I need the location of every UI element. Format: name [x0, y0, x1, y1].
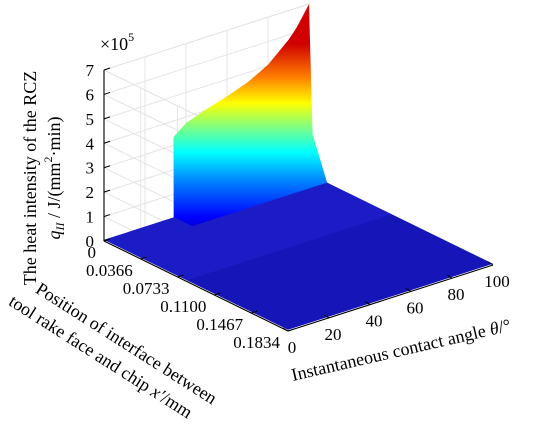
- x-prime-tick-label: 0: [88, 243, 97, 262]
- theta-tick-label: 60: [407, 298, 424, 317]
- x-prime-tick-label: 0.0733: [123, 279, 170, 298]
- theta-tick-label: 20: [325, 325, 342, 344]
- z-tick-label: 5: [86, 110, 95, 129]
- z-tick-label: 7: [86, 61, 95, 80]
- x-prime-tick-mark: [214, 292, 221, 296]
- y-axis-title: Position of interface between tool rake …: [5, 278, 220, 422]
- x-prime-tick-label: 0.0366: [86, 261, 133, 280]
- z-tick-mark: [103, 91, 111, 95]
- x-prime-tick-mark: [103, 238, 111, 242]
- surface-ridge-flank: [191, 4, 328, 227]
- theta-tick-label: 0: [288, 338, 297, 357]
- z-multiplier: ×105: [100, 30, 134, 54]
- z-tick-label: 2: [86, 183, 95, 202]
- z-axis-title-line1: The heat intensity of the RCZ: [20, 71, 40, 285]
- surface-ridge: [173, 4, 328, 227]
- z-tick-label: 0: [86, 232, 95, 251]
- theta-tick-label: 40: [366, 312, 383, 331]
- x-prime-tick-mark: [140, 256, 147, 260]
- z-tick-label: 3: [86, 159, 95, 178]
- theta-tick-mark: [405, 287, 412, 292]
- theta-tick-mark: [487, 261, 494, 266]
- surface-floor-shade: [104, 173, 392, 281]
- z-tick-mark: [103, 116, 111, 120]
- z-tick-label: 1: [86, 208, 95, 227]
- theta-tick-label: 100: [484, 272, 510, 291]
- theta-tick-mark: [282, 327, 289, 332]
- axis-lines: [103, 70, 494, 332]
- theta-tick-label: 80: [448, 285, 465, 304]
- x-axis-title-text: Instantaneous contact angle θ/°: [289, 315, 512, 385]
- z-axis-title: The heat intensity of the RCZ qII / J/(m…: [20, 71, 67, 285]
- z-tick-mark: [103, 165, 111, 169]
- x-prime-tick-mark: [287, 328, 295, 332]
- x-prime-tick-mark: [177, 274, 184, 278]
- x-tick-labels: 0 20 40 60 80 100: [282, 261, 510, 357]
- z-tick-labels: 0 1 2 3 4 5 6 7: [86, 61, 111, 251]
- z-tick-mark: [103, 189, 111, 193]
- theta-tick-mark: [364, 301, 371, 306]
- z-axis-title-line2: qII / J/(mm2·min): [41, 116, 67, 239]
- x-prime-tick-label: 0.1100: [160, 297, 206, 316]
- z-tick-mark: [103, 214, 111, 218]
- z-tick-mark: [103, 67, 111, 71]
- x-prime-tick-label: 0.1834: [233, 333, 280, 352]
- theta-tick-mark: [323, 314, 330, 319]
- theta-axis-line: [287, 264, 494, 332]
- x-prime-tick-mark: [251, 310, 258, 314]
- theta-tick-mark: [446, 274, 453, 279]
- z-tick-mark: [103, 140, 111, 144]
- z-tick-label: 4: [86, 134, 95, 153]
- x-prime-axis-line: [103, 240, 289, 332]
- x-axis-title: Instantaneous contact angle θ/°: [289, 315, 512, 385]
- x-prime-tick-label: 0.1467: [196, 315, 243, 334]
- z-tick-label: 6: [86, 85, 95, 104]
